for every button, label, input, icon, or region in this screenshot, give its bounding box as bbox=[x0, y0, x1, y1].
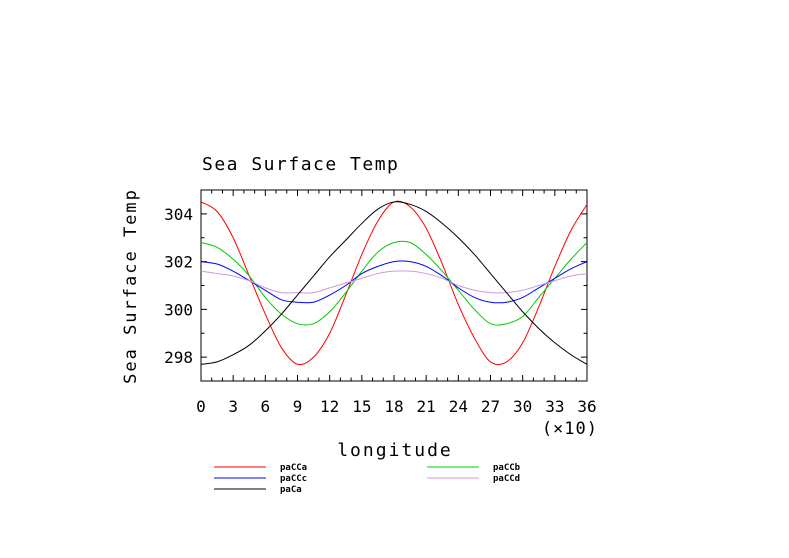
x-multiplier-label: (×10) bbox=[542, 419, 598, 439]
x-axis-label: longitude bbox=[337, 440, 453, 461]
y-tick-label: 300 bbox=[164, 300, 193, 319]
legend-label-paCa: paCa bbox=[280, 485, 302, 495]
x-tick-label: 21 bbox=[417, 397, 436, 416]
legend-label-paCCb: paCCb bbox=[493, 463, 521, 473]
x-tick-label: 30 bbox=[513, 397, 532, 416]
y-tick-label: 302 bbox=[164, 253, 193, 272]
x-tick-label: 15 bbox=[352, 397, 371, 416]
series-line-paCCc bbox=[200, 260, 588, 304]
x-tick-labels: 0 3 6 9 12 15 18 21 24 27 30 33 36 bbox=[196, 397, 596, 416]
x-tick-label: 24 bbox=[449, 397, 468, 416]
legend-label-paCCc: paCCc bbox=[280, 474, 307, 484]
x-tick-label: 3 bbox=[228, 397, 238, 416]
series-line-paCCd bbox=[200, 270, 588, 294]
axis-ticks bbox=[200, 189, 588, 382]
x-tick-label: 33 bbox=[545, 397, 564, 416]
y-tick-labels: 298 300 302 304 bbox=[164, 205, 193, 367]
y-tick-label: 304 bbox=[164, 205, 193, 224]
y-axis-label: Sea Surface Temp bbox=[121, 188, 141, 384]
x-tick-label: 36 bbox=[577, 397, 596, 416]
series-line-paCCb bbox=[200, 240, 588, 326]
x-tick-label: 0 bbox=[196, 397, 206, 416]
legend-label-paCCd: paCCd bbox=[493, 474, 520, 484]
x-tick-label: 6 bbox=[261, 397, 271, 416]
x-tick-label: 12 bbox=[320, 397, 339, 416]
series-line-paCCa bbox=[200, 200, 588, 366]
legend-label-paCCa: paCCa bbox=[280, 463, 307, 473]
series-line-paCa bbox=[200, 201, 588, 365]
series-lines bbox=[200, 200, 588, 366]
x-tick-label: 18 bbox=[384, 397, 403, 416]
y-tick-label: 298 bbox=[164, 348, 193, 367]
x-tick-label: 9 bbox=[293, 397, 303, 416]
x-tick-label: 27 bbox=[481, 397, 500, 416]
chart-title: Sea Surface Temp bbox=[202, 154, 399, 175]
